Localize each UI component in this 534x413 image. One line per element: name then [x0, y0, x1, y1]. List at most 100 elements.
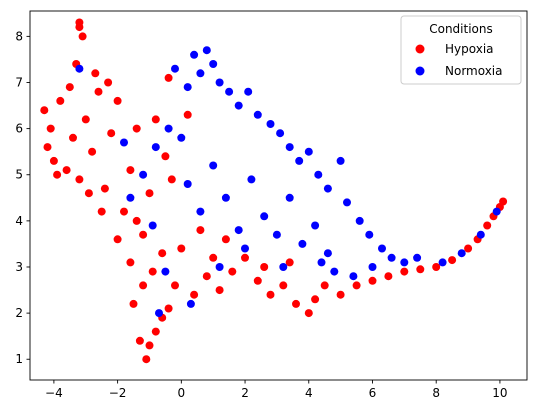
data-point-hypoxia	[221, 235, 230, 244]
data-point-normoxia	[323, 249, 332, 258]
data-point-hypoxia	[145, 341, 154, 350]
data-point-normoxia	[355, 216, 364, 225]
data-point-hypoxia	[97, 207, 106, 216]
data-point-normoxia	[387, 253, 396, 262]
data-point-normoxia	[304, 147, 313, 156]
x-tick-label: 8	[432, 386, 440, 400]
data-point-hypoxia	[190, 290, 199, 299]
data-point-hypoxia	[384, 272, 393, 281]
data-point-normoxia	[368, 263, 377, 271]
data-point-normoxia	[336, 156, 345, 165]
x-tick-label: 2	[241, 386, 249, 400]
data-point-normoxia	[196, 69, 205, 78]
data-point-normoxia	[295, 156, 304, 165]
y-tick-label: 2	[15, 306, 23, 320]
x-tick-label: −4	[45, 386, 63, 400]
x-tick-label: 4	[305, 386, 313, 400]
data-point-hypoxia	[279, 281, 288, 290]
data-point-normoxia	[266, 120, 275, 128]
legend-title: Conditions	[429, 22, 493, 36]
data-point-hypoxia	[164, 73, 173, 82]
data-point-normoxia	[285, 193, 294, 202]
data-point-hypoxia	[161, 152, 170, 161]
data-point-hypoxia	[499, 197, 508, 206]
data-point-normoxia	[317, 258, 326, 267]
data-point-normoxia	[247, 175, 256, 184]
series-normoxia	[75, 46, 501, 318]
data-point-normoxia	[126, 193, 135, 202]
y-tick-label: 5	[15, 168, 23, 182]
data-point-normoxia	[183, 83, 192, 92]
data-point-normoxia	[244, 87, 253, 96]
data-point-normoxia	[177, 133, 186, 142]
data-point-normoxia	[476, 230, 485, 239]
data-point-hypoxia	[88, 147, 97, 156]
plot-area	[40, 18, 508, 364]
data-point-normoxia	[457, 249, 466, 258]
data-point-hypoxia	[81, 115, 90, 124]
data-point-hypoxia	[209, 253, 218, 262]
data-point-hypoxia	[483, 221, 492, 230]
data-point-normoxia	[139, 170, 148, 179]
data-point-hypoxia	[253, 276, 262, 285]
data-point-hypoxia	[49, 156, 58, 165]
data-point-normoxia	[161, 267, 170, 276]
data-point-hypoxia	[62, 166, 71, 175]
data-point-normoxia	[285, 143, 294, 152]
data-point-hypoxia	[171, 281, 179, 290]
data-point-hypoxia	[304, 309, 313, 318]
data-point-hypoxia	[75, 175, 84, 184]
data-point-hypoxia	[126, 166, 135, 175]
data-point-normoxia	[155, 309, 163, 318]
data-point-normoxia	[323, 184, 332, 193]
data-point-hypoxia	[145, 189, 154, 198]
data-point-hypoxia	[241, 253, 249, 262]
data-point-normoxia	[260, 212, 269, 221]
y-axis: 1 2 3 4 5 6 7 8	[15, 29, 30, 366]
data-point-hypoxia	[53, 170, 62, 179]
data-point-hypoxia	[215, 286, 224, 295]
data-point-normoxia	[279, 263, 288, 271]
data-point-normoxia	[311, 221, 320, 230]
data-point-hypoxia	[40, 106, 49, 115]
data-point-hypoxia	[56, 96, 65, 105]
series-hypoxia	[40, 18, 508, 364]
data-point-normoxia	[234, 226, 243, 235]
data-point-hypoxia	[132, 124, 141, 133]
y-tick-label: 3	[15, 260, 23, 274]
data-point-hypoxia	[107, 129, 116, 138]
data-point-hypoxia	[151, 115, 160, 124]
data-point-hypoxia	[183, 110, 192, 119]
y-tick-label: 7	[15, 75, 23, 89]
data-point-hypoxia	[368, 276, 377, 285]
data-point-hypoxia	[285, 258, 294, 267]
data-point-hypoxia	[148, 267, 157, 276]
axes-frame	[29, 10, 528, 381]
data-point-normoxia	[215, 78, 224, 87]
data-point-normoxia	[272, 230, 281, 239]
data-point-normoxia	[151, 143, 160, 152]
data-point-hypoxia	[139, 281, 148, 290]
data-point-hypoxia	[228, 267, 237, 276]
data-point-normoxia	[330, 267, 339, 276]
data-point-normoxia	[164, 124, 173, 133]
data-point-normoxia	[225, 87, 234, 96]
data-point-normoxia	[221, 193, 230, 202]
data-point-normoxia	[253, 110, 262, 119]
y-tick-label: 4	[15, 214, 23, 228]
x-tick-label: 10	[492, 386, 507, 400]
data-point-hypoxia	[158, 249, 167, 258]
data-point-normoxia	[209, 60, 218, 68]
data-point-normoxia	[276, 129, 285, 138]
data-point-hypoxia	[292, 299, 300, 308]
data-point-normoxia	[171, 64, 179, 73]
data-point-hypoxia	[164, 304, 173, 313]
data-point-hypoxia	[336, 290, 345, 299]
data-point-normoxia	[215, 263, 224, 271]
data-point-hypoxia	[266, 290, 275, 299]
data-point-hypoxia	[126, 258, 135, 267]
legend-box	[400, 15, 522, 85]
x-tick-label: 6	[369, 386, 377, 400]
data-point-normoxia	[186, 299, 195, 308]
legend-label-hypoxia: Hypoxia	[445, 42, 494, 56]
